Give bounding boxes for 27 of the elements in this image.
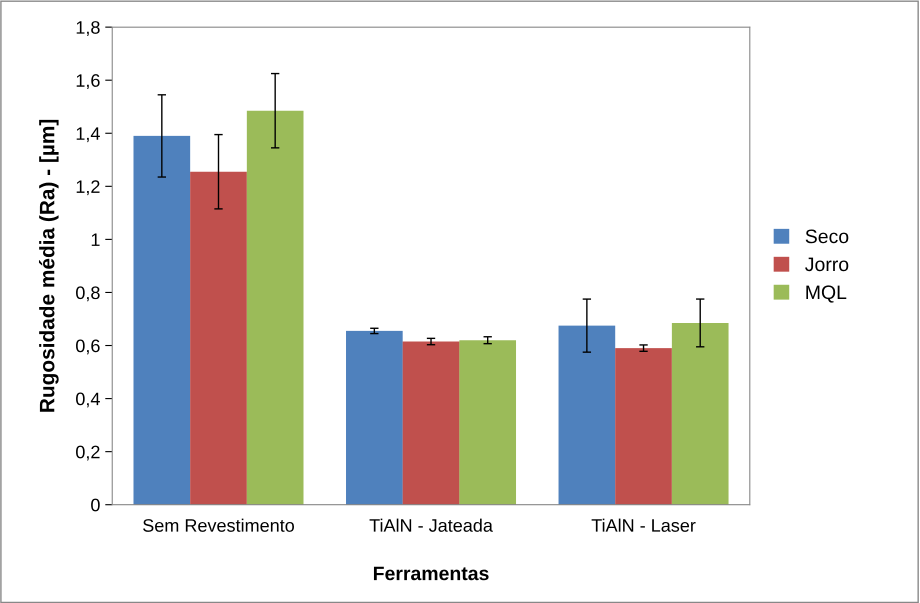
x-tick-label: TiAlN - Jateada (370, 518, 493, 532)
y-tick-label: 0,2 (76, 446, 100, 460)
y-tick-label: 0 (91, 498, 100, 512)
bar (672, 322, 729, 505)
x-axis-title: Ferramentas (374, 566, 489, 580)
x-tick-label: TiAlN - Laser (592, 518, 696, 532)
bar (459, 340, 516, 505)
y-tick-label: 1,6 (76, 74, 100, 90)
legend-label: Seco (806, 229, 848, 244)
bar (133, 136, 190, 505)
y-tick-label: 1,4 (76, 127, 100, 142)
y-tick-label: 1 (92, 234, 100, 246)
y-tick-label: 0,6 (76, 339, 100, 354)
legend-label: MQL (806, 285, 846, 303)
bar (402, 342, 460, 505)
bar (246, 110, 304, 505)
bar (190, 172, 247, 505)
y-axis-title: Rugosidade média (Ra) - [µm] (38, 120, 59, 412)
legend-label: Jorro (805, 258, 848, 272)
x-tick-label: Sem Revestimento (143, 518, 294, 532)
y-tick-label: 1,2 (76, 180, 100, 196)
bar (615, 348, 672, 505)
y-tick-label: 1,8 (76, 21, 100, 36)
y-tick-label: 0,4 (76, 392, 100, 408)
bar (346, 330, 403, 505)
bar (558, 326, 616, 505)
y-tick-label: 0,8 (76, 286, 100, 302)
